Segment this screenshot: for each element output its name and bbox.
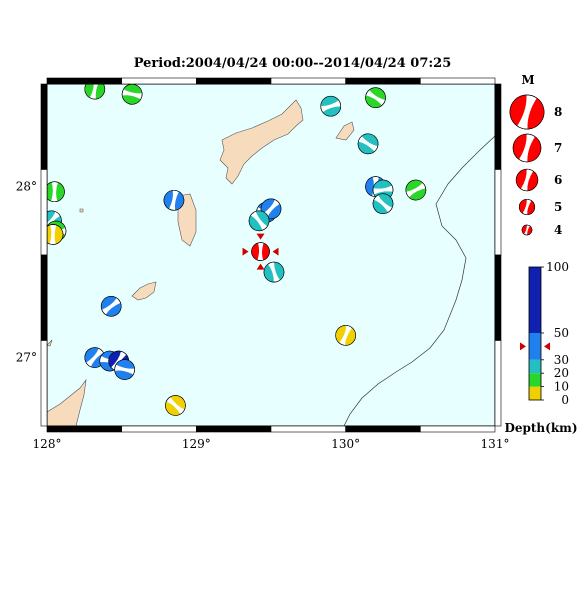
current-event-marker bbox=[272, 247, 279, 256]
depth-tick-label: 20 bbox=[554, 366, 569, 380]
depth-legend-title: Depth(km) bbox=[504, 421, 577, 435]
lat-tick-label: 28° bbox=[16, 180, 37, 194]
frame-bar-bottom bbox=[270, 425, 346, 433]
focal-mechanism-event bbox=[248, 210, 270, 232]
frame-bar-bottom bbox=[420, 425, 496, 433]
magnitude-legend-label: 6 bbox=[554, 173, 562, 187]
lat-tick-label: 27° bbox=[16, 351, 37, 365]
focal-mechanism-event bbox=[335, 325, 356, 346]
frame-bar-bottom bbox=[46, 425, 122, 433]
frame-bar-right bbox=[494, 169, 502, 256]
amami-oshima-island bbox=[219, 99, 304, 185]
magnitude-legend-ball bbox=[518, 198, 536, 216]
magnitude-legend-label: 8 bbox=[554, 105, 562, 119]
map-title: Period:2004/04/24 00:00--2014/04/24 07:2… bbox=[133, 56, 452, 71]
depth-marker bbox=[520, 342, 526, 351]
depth-tick-label: 50 bbox=[554, 326, 569, 340]
frame-bar-bottom bbox=[196, 425, 272, 433]
frame-bar-bottom bbox=[121, 425, 197, 433]
depth-tick-label: 0 bbox=[561, 393, 569, 407]
map-border-ticks bbox=[40, 77, 502, 433]
frame-bar-left bbox=[40, 340, 48, 427]
focal-mechanism-event bbox=[47, 181, 65, 203]
okinawa-north bbox=[47, 378, 87, 426]
depth-marker bbox=[544, 342, 550, 351]
okinoerabu-island bbox=[131, 281, 157, 301]
magnitude-legend-label: 7 bbox=[554, 141, 562, 155]
current-event-marker bbox=[256, 233, 265, 240]
small-island bbox=[79, 208, 84, 213]
magnitude-legend-title: M bbox=[521, 73, 534, 87]
frame-bar-bottom bbox=[345, 425, 421, 433]
frame-bar-top bbox=[420, 77, 496, 85]
tokunoshima-island bbox=[177, 193, 197, 247]
frame-bar-right bbox=[494, 254, 502, 341]
lon-tick-label: 128° bbox=[33, 437, 62, 451]
frame-bar-left bbox=[40, 169, 48, 256]
lon-tick-label: 131° bbox=[481, 437, 510, 451]
depth-band bbox=[529, 333, 541, 360]
depth-tick-label: 30 bbox=[554, 353, 569, 367]
lon-tick-label: 130° bbox=[331, 437, 360, 451]
focal-mechanism-event bbox=[405, 179, 427, 201]
frame-bar-top bbox=[121, 77, 197, 85]
depth-band bbox=[529, 373, 541, 387]
focal-mechanism-event bbox=[114, 359, 135, 380]
magnitude-legend-label: 4 bbox=[554, 223, 562, 237]
depth-band bbox=[529, 267, 541, 333]
focal-mechanism-event bbox=[165, 395, 186, 416]
current-event-marker bbox=[256, 263, 265, 270]
depth-band bbox=[529, 386, 541, 400]
kikai-island bbox=[335, 121, 355, 141]
lon-tick-label: 129° bbox=[182, 437, 211, 451]
magnitude-legend-ball bbox=[521, 224, 533, 236]
frame-bar-right bbox=[494, 340, 502, 427]
frame-bar-top bbox=[46, 77, 122, 85]
current-event-focal-mechanism bbox=[251, 242, 270, 261]
frame-bar-left bbox=[40, 254, 48, 341]
focal-mechanism-event bbox=[263, 261, 285, 283]
depth-band bbox=[529, 359, 541, 374]
depth-tick-label: 10 bbox=[554, 380, 569, 394]
focal-mechanism-event bbox=[372, 193, 394, 214]
current-event-marker bbox=[242, 247, 249, 256]
frame-bar-left bbox=[40, 83, 48, 170]
magnitude-legend-label: 5 bbox=[554, 200, 562, 214]
depth-bar-frame bbox=[528, 266, 542, 401]
magnitude-legend-ball bbox=[509, 94, 545, 130]
frame-bar-top bbox=[345, 77, 421, 85]
focal-mechanism-event bbox=[100, 295, 122, 317]
magnitude-legend-ball bbox=[515, 168, 539, 192]
focal-mechanism-event bbox=[357, 133, 379, 155]
frame-bar-top bbox=[270, 77, 346, 85]
trench-contour bbox=[343, 135, 495, 426]
frame-bar-right bbox=[494, 83, 502, 170]
focal-mechanism-event bbox=[121, 84, 143, 105]
land-areas bbox=[47, 99, 355, 426]
focal-mechanism-event bbox=[163, 189, 185, 211]
focal-mechanism-event bbox=[320, 95, 342, 117]
focal-mechanism-event bbox=[365, 87, 386, 108]
depth-tick-label: 100 bbox=[546, 260, 569, 274]
magnitude-legend-ball bbox=[512, 133, 542, 163]
yoron-island bbox=[47, 339, 53, 347]
frame-bar-top bbox=[196, 77, 272, 85]
